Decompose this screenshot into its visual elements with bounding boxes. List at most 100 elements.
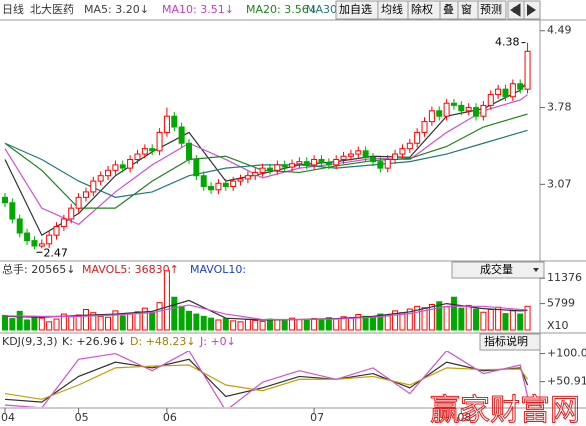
volume-bar [156,302,163,331]
volume-ma-line [4,304,528,321]
volume-bar [9,318,16,331]
candle-body [186,142,192,160]
volume-bar [149,311,156,331]
volume-bar [2,314,8,331]
button-label[interactable]: 除权 [411,2,433,16]
candle-body [105,169,112,177]
candle-body [370,156,376,163]
dropdown-button[interactable] [451,261,545,279]
y-tick-label: 11376 [547,271,582,284]
candle-body [384,158,391,169]
button-label[interactable]: 预测 [480,3,502,16]
volume-bar [384,315,391,331]
candle-body [318,158,325,164]
candle-body [215,182,222,191]
volume-bar [362,315,369,331]
volume-bar [318,319,325,331]
volume-bar [215,319,222,331]
candle-body [509,83,516,98]
kdj-legend: KDJ(9,3,3) [2,335,58,348]
candle-body [421,121,428,133]
ma-line [4,129,528,198]
volume-bar [16,310,23,331]
ma-line [4,113,528,209]
stock-name: 北大医药 [30,2,74,16]
candle-body [377,161,384,169]
volume-bar [524,305,531,331]
candle-body [134,153,141,160]
volume-bar [296,319,303,331]
button-label[interactable]: 均线 [381,2,403,16]
volume-bar [303,319,310,331]
candle-body [24,232,31,242]
ma-legend: MA30 [306,3,337,16]
dropdown-icon [533,268,539,272]
volume-bar [458,307,465,331]
candle-body [178,126,185,144]
volume-bar [333,318,340,331]
volume-bar [112,310,119,331]
y-tick-label: 3.07 [547,177,572,190]
candle-body [112,164,119,171]
button[interactable] [477,0,507,20]
volume-bar [208,317,215,331]
y-tick-label: 3.78 [547,101,572,114]
volume-bar [222,318,229,331]
candle-body [428,110,435,123]
button-label[interactable]: 叠 [443,3,454,16]
volume-bar [289,317,296,331]
candle-body [31,240,38,247]
candle-body [141,148,148,155]
x-tick-label: 08 [457,411,471,424]
kdj-legend: K: +26.96↓ [62,335,126,348]
candle-body [266,167,273,171]
volume-legend: 总手: 20565↓ [2,262,75,276]
candle-body [200,175,207,188]
icon [510,3,521,17]
ma-legend: MA20: 3.56↓ [246,3,318,16]
volume-bar [252,319,259,331]
candle-body [414,131,421,144]
button-label[interactable]: 窗 [461,2,472,16]
candle-body [347,153,354,157]
y-tick-label: +100.0 [547,347,586,360]
candle-body [9,202,16,220]
volume-legend: MAVOL10: [190,263,246,276]
candle-body [163,115,170,133]
candle-body [311,158,318,166]
volume-bar [502,313,509,331]
indicator-button[interactable] [479,333,541,351]
candle-body [230,180,237,188]
ma-legend: MA5: 3.20↓ [84,3,149,16]
y-tick-label: 4.49 [547,24,572,37]
volume-bar [473,308,480,331]
candle-body [281,164,288,168]
button-label[interactable]: 加自选 [339,3,372,16]
volume-bar [480,311,487,331]
volume-bar [509,310,516,331]
ma-line [4,81,529,237]
candle-body [495,88,502,96]
candle-body [244,175,251,180]
volume-bar [134,311,141,331]
volume-bar [436,301,443,331]
indicator-button-label[interactable]: 指标说明 [484,334,528,348]
candle-body [127,158,134,169]
period: 日线 [2,2,24,16]
volume-bar [311,318,318,331]
volume-bar [355,314,362,331]
volume-bar [119,315,126,331]
candle-body [46,234,53,245]
volume-bar [127,313,134,331]
dropdown-button-label[interactable]: 成交量 [480,262,513,276]
watermark: 赢家财富网 [430,393,580,426]
kdj-line [4,358,529,403]
volume-bar [46,321,53,331]
volume-bar [230,320,237,331]
kdj-line [4,364,529,400]
volume-bar [38,317,45,331]
volume-bar [60,313,67,331]
candle-body [392,153,399,160]
volume-bar [399,312,406,331]
